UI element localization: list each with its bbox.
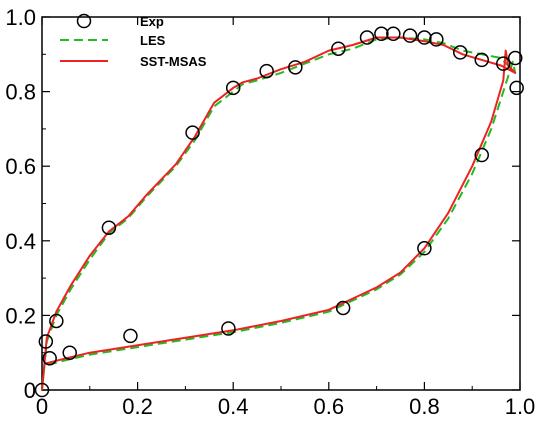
x-tick-label: 0.6	[314, 394, 345, 419]
exp-data-point	[496, 56, 511, 71]
exp-data-point	[359, 30, 375, 45]
y-tick-label: 0.4	[5, 229, 36, 254]
exp-data-point	[374, 26, 389, 42]
y-tick-label: 0.2	[5, 303, 36, 328]
x-tick-label: 0.2	[122, 394, 153, 419]
exp-data-point	[417, 241, 432, 256]
x-tick-label: 1.0	[505, 394, 536, 419]
exp-data-point	[429, 32, 444, 47]
y-tick-label: 0	[24, 378, 36, 403]
y-tick-label: 0.6	[5, 154, 36, 179]
exp-data-point	[101, 220, 117, 235]
x-tick-label: 0.4	[218, 394, 249, 419]
legend-label: LES	[140, 33, 166, 48]
exp-data-point	[288, 60, 303, 75]
exp-data-point	[386, 26, 401, 42]
exp-data-point	[221, 321, 236, 336]
legend: Exp LES SST-MSAS	[60, 13, 207, 69]
exp-data-point	[474, 147, 490, 163]
exp-data-point	[507, 50, 523, 66]
exp-data-point	[38, 334, 54, 349]
exp-data-point	[331, 41, 346, 56]
legend-label: SST-MSAS	[140, 54, 207, 69]
series-line-les	[41, 36, 517, 391]
exp-data-point	[335, 300, 351, 316]
exp-data-point	[225, 80, 241, 96]
legend-label: Exp	[140, 14, 164, 29]
exp-data-point	[185, 125, 200, 140]
exp-data-point	[259, 63, 274, 79]
exp-data-point	[402, 28, 418, 43]
exp-data-point	[453, 45, 468, 60]
legend-exp-marker	[76, 13, 92, 29]
exp-data-point	[474, 52, 490, 68]
y-tick-label: 1.0	[5, 5, 36, 30]
exp-data-point	[34, 382, 50, 398]
y-tick-label: 0.8	[5, 80, 36, 105]
x-tick-label: 0	[36, 394, 48, 419]
exp-data-point	[49, 313, 64, 329]
exp-data-point	[42, 351, 57, 366]
series-layer	[34, 26, 524, 398]
exp-data-point	[62, 345, 77, 360]
axes: 0 0.2 0.4 0.6 0.8 1.0 0 0.2 0.4 0.6 0.8 1.0	[5, 5, 535, 419]
x-tick-label: 0.8	[409, 394, 440, 419]
exp-data-point	[417, 30, 432, 45]
exp-data-point	[509, 80, 524, 96]
exp-data-point	[123, 328, 138, 344]
series-line-sst-msas	[41, 36, 517, 391]
